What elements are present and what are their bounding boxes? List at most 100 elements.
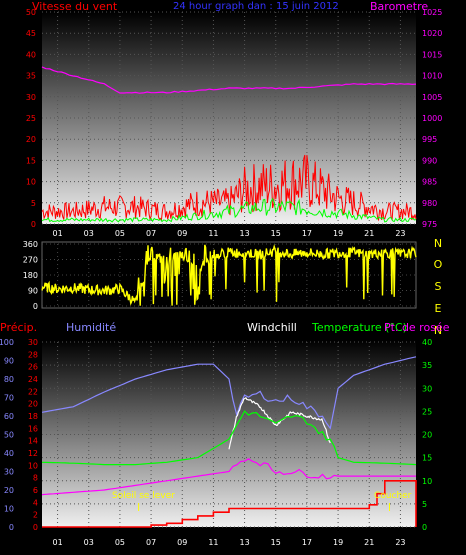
pressure-tick-label: 990: [422, 156, 437, 165]
humidity-scale-tick-label: 16: [28, 424, 38, 433]
dewpoint-label: Pt. de rosée: [384, 321, 450, 334]
precip-tick-label: 30: [4, 468, 14, 477]
hour-tick-label: 01: [52, 229, 62, 238]
humidity-scale-tick-label: 30: [28, 338, 38, 347]
precip-axis-label: Précip.: [0, 321, 37, 334]
humidity-scale-tick-label: 4: [33, 498, 38, 507]
pressure-tick-label: 980: [422, 199, 437, 208]
sunset-label: Coucher: [374, 491, 412, 501]
humidity-scale-tick-label: 12: [28, 449, 38, 458]
precip-tick-label: 40: [4, 449, 14, 458]
hour-tick-label: 19: [333, 538, 343, 547]
hour-tick-label: 21: [364, 229, 374, 238]
compass-label: S: [435, 280, 442, 293]
hour-tick-label: 19: [333, 229, 343, 238]
wind-tick-label: 35: [26, 72, 36, 81]
chart-title: 24 hour graph dan : 15 juin 2012: [173, 1, 339, 12]
temperature-series: [41, 410, 417, 466]
hour-tick-label: 05: [115, 538, 125, 547]
hour-tick-label: 03: [84, 229, 94, 238]
temp-tick-label: 15: [422, 454, 432, 463]
pressure-tick-label: 1020: [422, 29, 442, 38]
temp-tick-label: 0: [422, 523, 427, 532]
pressure-series: [41, 66, 417, 94]
humidity-series: [41, 356, 417, 430]
temp-tick-label: 30: [422, 384, 432, 393]
wind-tick-label: 25: [26, 114, 36, 123]
pressure-tick-label: 1025: [422, 8, 442, 17]
windchill-label: Windchill: [247, 321, 297, 334]
sunrise-label: Soleil se lever: [112, 491, 175, 501]
pressure-tick-label: 1010: [422, 72, 442, 81]
hour-tick-label: 15: [271, 229, 281, 238]
temp-tick-label: 20: [422, 431, 432, 440]
pressure-tick-label: 975: [422, 220, 437, 229]
humidity-scale-tick-label: 2: [33, 511, 38, 520]
hour-tick-label: 03: [84, 538, 94, 547]
pressure-tick-label: 995: [422, 135, 437, 144]
hour-tick-label: 11: [208, 538, 218, 547]
hour-tick-label: 13: [239, 538, 249, 547]
panel-wind-series: [41, 66, 417, 223]
wind-speed-series: [41, 197, 417, 223]
wind-tick-label: 10: [26, 178, 36, 187]
hour-tick-label: 15: [271, 538, 281, 547]
wind-tick-label: 15: [26, 156, 36, 165]
direction-tick-label: 270: [23, 256, 38, 265]
hour-tick-label: 09: [177, 229, 187, 238]
dewpoint-series: [41, 458, 416, 496]
pressure-tick-label: 1000: [422, 114, 442, 123]
wind-tick-label: 45: [26, 29, 36, 38]
hour-tick-label: 23: [395, 229, 405, 238]
barometer-axis-label: Barometre: [370, 0, 428, 13]
wind-tick-label: 50: [26, 8, 36, 17]
hour-tick-label: 13: [239, 229, 249, 238]
temperature-axis-label: Temperature (°C): [311, 321, 407, 334]
precip-tick-label: 60: [4, 412, 14, 421]
temp-tick-label: 40: [422, 338, 432, 347]
wind-tick-label: 0: [31, 220, 36, 229]
precip-tick-label: 80: [4, 375, 14, 384]
hour-tick-label: 17: [302, 538, 312, 547]
panel-wind-bg: [42, 12, 416, 224]
precip-tick-label: 100: [0, 338, 14, 347]
panel-temp-series: [41, 356, 417, 528]
panel-temp-ticks: 0510152025303540010203040506070809010002…: [0, 338, 432, 547]
humidity-axis-label: Humidité: [66, 321, 116, 334]
temp-tick-label: 25: [422, 407, 432, 416]
panel-wind-ticks: 0510152025303540455097598098599099510001…: [26, 8, 443, 238]
temp-tick-label: 5: [422, 500, 427, 509]
hour-tick-label: 09: [177, 538, 187, 547]
pressure-tick-label: 1015: [422, 50, 442, 59]
wind-tick-label: 5: [31, 199, 36, 208]
temp-tick-label: 35: [422, 361, 432, 370]
wind-direction-series: [41, 243, 417, 306]
humidity-scale-tick-label: 0: [33, 523, 38, 532]
precip-tick-label: 0: [9, 523, 14, 532]
direction-tick-label: 360: [23, 240, 38, 249]
wind-speed-axis-label: Vitesse du vent: [32, 0, 118, 13]
panel-temp-grid: [42, 341, 416, 528]
direction-tick-label: 90: [28, 287, 38, 296]
humidity-scale-tick-label: 14: [28, 437, 38, 446]
compass-label: N: [434, 237, 442, 250]
humidity-scale-tick-label: 26: [28, 363, 38, 372]
precip-series: [42, 480, 417, 528]
wind-tick-label: 30: [26, 93, 36, 102]
hour-tick-label: 21: [364, 538, 374, 547]
humidity-scale-tick-label: 6: [33, 486, 38, 495]
compass-label: E: [435, 302, 442, 315]
hour-tick-label: 07: [146, 229, 156, 238]
humidity-scale-tick-label: 28: [28, 350, 38, 359]
precip-tick-label: 50: [4, 431, 14, 440]
hour-tick-label: 05: [115, 229, 125, 238]
pressure-tick-label: 985: [422, 178, 437, 187]
humidity-scale-tick-label: 22: [28, 387, 38, 396]
wind-tick-label: 40: [26, 50, 36, 59]
direction-tick-label: 0: [33, 302, 38, 311]
hour-tick-label: 01: [52, 538, 62, 547]
windchill-series: [228, 396, 331, 450]
compass-label: N: [434, 324, 442, 337]
